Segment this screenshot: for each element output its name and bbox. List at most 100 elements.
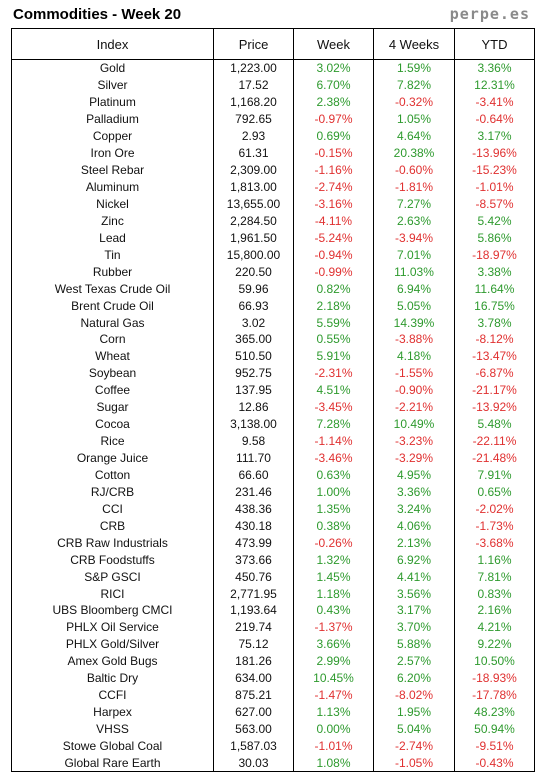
table-row: CRB Foodstuffs 373.66 1.32% 6.92% 1.16%	[11, 551, 535, 569]
week-cell: 7.28%	[293, 415, 374, 433]
table-row: Steel Rebar 2,309.00 -1.16% -0.60% -15.23%	[11, 161, 535, 179]
week-cell: 0.63%	[293, 466, 374, 484]
week-cell: -2.31%	[293, 364, 374, 382]
4-weeks-cell: -3.29%	[373, 449, 455, 467]
week-cell: -1.47%	[293, 686, 374, 704]
ytd-cell: -9.51%	[454, 737, 535, 755]
week-cell: -0.15%	[293, 144, 374, 162]
price-cell: 634.00	[213, 669, 294, 687]
index-cell: PHLX Gold/Silver	[11, 635, 214, 653]
4-weeks-cell: 2.63%	[373, 212, 455, 230]
index-cell: Rubber	[11, 263, 214, 281]
week-cell: -2.74%	[293, 178, 374, 196]
4-weeks-cell: 1.05%	[373, 110, 455, 128]
price-cell: 75.12	[213, 635, 294, 653]
ytd-cell: -21.17%	[454, 381, 535, 399]
index-cell: VHSS	[11, 720, 214, 738]
index-cell: Cocoa	[11, 415, 214, 433]
4-weeks-cell: 11.03%	[373, 263, 455, 281]
week-cell: -1.14%	[293, 432, 374, 450]
index-cell: Stowe Global Coal	[11, 737, 214, 755]
ytd-cell: 3.17%	[454, 127, 535, 145]
table-row: Copper 2.93 0.69% 4.64% 3.17%	[11, 127, 535, 145]
ytd-cell: 7.91%	[454, 466, 535, 484]
4-weeks-cell: 5.88%	[373, 635, 455, 653]
week-cell: 5.91%	[293, 347, 374, 365]
index-cell: Aluminum	[11, 178, 214, 196]
table-row: Stowe Global Coal 1,587.03 -1.01% -2.74% -9.…	[11, 737, 535, 755]
price-cell: 1,813.00	[213, 178, 294, 196]
price-cell: 13,655.00	[213, 195, 294, 213]
4-weeks-cell: 3.70%	[373, 618, 455, 636]
table-row: Harpex 627.00 1.13% 1.95% 48.23%	[11, 703, 535, 721]
ytd-cell: 5.48%	[454, 415, 535, 433]
week-cell: -3.16%	[293, 195, 374, 213]
price-cell: 3.02	[213, 314, 294, 331]
column-header-price: Price	[213, 28, 294, 60]
price-cell: 59.96	[213, 280, 294, 298]
index-cell: Amex Gold Bugs	[11, 652, 214, 670]
table-row: Palladium 792.65 -0.97% 1.05% -0.64%	[11, 110, 535, 128]
price-cell: 9.58	[213, 432, 294, 450]
table-row: Rice 9.58 -1.14% -3.23% -22.11%	[11, 432, 535, 450]
week-cell: 1.45%	[293, 568, 374, 586]
ytd-cell: -21.48%	[454, 449, 535, 467]
4-weeks-cell: 6.20%	[373, 669, 455, 687]
column-header-week: Week	[293, 28, 374, 60]
price-cell: 66.93	[213, 297, 294, 315]
index-cell: Global Rare Earth	[11, 754, 214, 773]
week-cell: 1.08%	[293, 754, 374, 773]
price-cell: 875.21	[213, 686, 294, 704]
week-cell: 3.66%	[293, 635, 374, 653]
price-cell: 1,587.03	[213, 737, 294, 755]
index-cell: Natural Gas	[11, 314, 214, 331]
ytd-cell: -2.02%	[454, 500, 535, 518]
price-cell: 1,223.00	[213, 59, 294, 77]
price-cell: 450.76	[213, 568, 294, 586]
column-header-ytd: YTD	[454, 28, 535, 60]
ytd-cell: 10.50%	[454, 652, 535, 670]
index-cell: UBS Bloomberg CMCI	[11, 602, 214, 619]
ytd-cell: 5.86%	[454, 229, 535, 247]
price-cell: 1,193.64	[213, 602, 294, 619]
table-row: Wheat 510.50 5.91% 4.18% -13.47%	[11, 347, 535, 365]
index-cell: Platinum	[11, 93, 214, 111]
ytd-cell: 0.65%	[454, 483, 535, 501]
price-cell: 2,771.95	[213, 585, 294, 602]
table-row: Cocoa 3,138.00 7.28% 10.49% 5.48%	[11, 415, 535, 433]
week-cell: -3.45%	[293, 398, 374, 416]
index-cell: Nickel	[11, 195, 214, 213]
price-cell: 3,138.00	[213, 415, 294, 433]
table-row: Brent Crude Oil 66.93 2.18% 5.05% 16.75%	[11, 297, 535, 315]
index-cell: Copper	[11, 127, 214, 145]
week-cell: -0.97%	[293, 110, 374, 128]
index-cell: CRB	[11, 517, 214, 535]
index-cell: Tin	[11, 246, 214, 264]
ytd-cell: -0.64%	[454, 110, 535, 128]
4-weeks-cell: 6.92%	[373, 551, 455, 569]
4-weeks-cell: 5.04%	[373, 720, 455, 738]
table-row: Global Rare Earth 30.03 1.08% -1.05% -0.43%	[11, 754, 535, 773]
price-cell: 792.65	[213, 110, 294, 128]
4-weeks-cell: -3.88%	[373, 331, 455, 348]
ytd-cell: 3.38%	[454, 263, 535, 281]
table-header-row: Index Price Week 4 Weeks YTD	[11, 28, 535, 60]
index-cell: Cotton	[11, 466, 214, 484]
price-cell: 17.52	[213, 76, 294, 94]
4-weeks-cell: 1.59%	[373, 59, 455, 77]
ytd-cell: 50.94%	[454, 720, 535, 738]
price-cell: 181.26	[213, 652, 294, 670]
index-cell: Palladium	[11, 110, 214, 128]
week-cell: 0.69%	[293, 127, 374, 145]
ytd-cell: 48.23%	[454, 703, 535, 721]
index-cell: Gold	[11, 59, 214, 77]
table-row: UBS Bloomberg CMCI 1,193.64 0.43% 3.17% 2.16…	[11, 602, 535, 619]
price-cell: 430.18	[213, 517, 294, 535]
week-cell: 1.18%	[293, 585, 374, 602]
index-cell: CCFI	[11, 686, 214, 704]
week-cell: 2.18%	[293, 297, 374, 315]
4-weeks-cell: -0.90%	[373, 381, 455, 399]
table-row: RICI 2,771.95 1.18% 3.56% 0.83%	[11, 585, 535, 602]
index-cell: Silver	[11, 76, 214, 94]
table-row: Cotton 66.60 0.63% 4.95% 7.91%	[11, 466, 535, 484]
